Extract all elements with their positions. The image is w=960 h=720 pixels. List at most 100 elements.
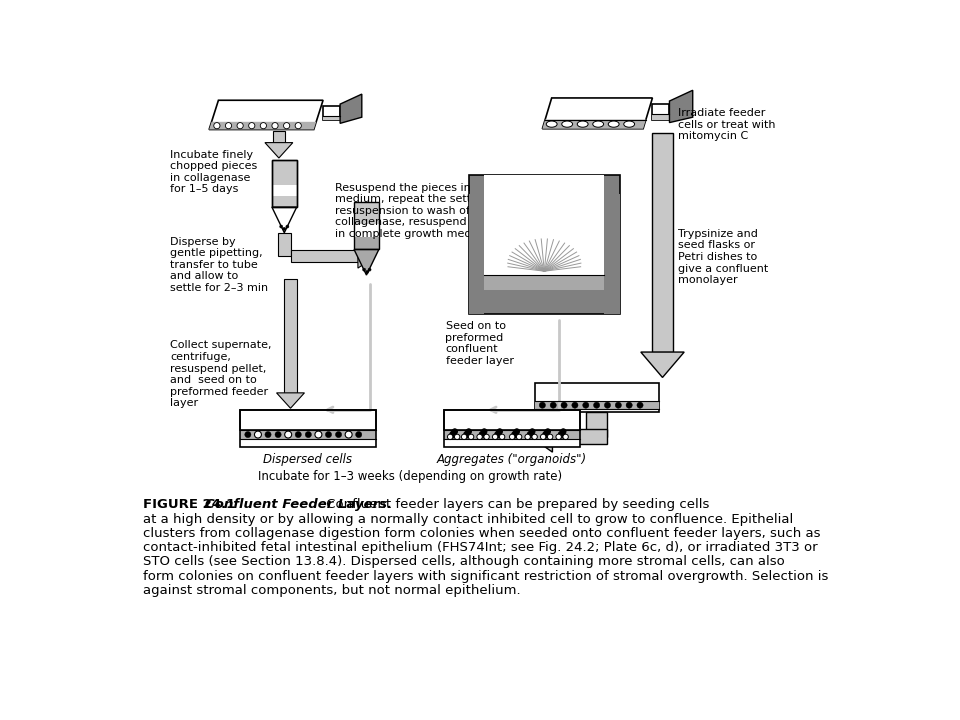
- Circle shape: [545, 429, 550, 434]
- Circle shape: [615, 402, 621, 408]
- Ellipse shape: [577, 121, 588, 127]
- Circle shape: [272, 122, 278, 129]
- Bar: [653, 114, 669, 120]
- Bar: [240, 410, 375, 430]
- Circle shape: [454, 434, 460, 440]
- Bar: [354, 237, 379, 249]
- Circle shape: [366, 271, 369, 274]
- Circle shape: [583, 402, 588, 408]
- Ellipse shape: [592, 121, 604, 127]
- Circle shape: [497, 429, 502, 434]
- Circle shape: [283, 122, 290, 129]
- Circle shape: [636, 402, 643, 408]
- Circle shape: [532, 434, 538, 440]
- Circle shape: [494, 431, 502, 438]
- Circle shape: [550, 402, 557, 408]
- Polygon shape: [278, 233, 291, 256]
- Circle shape: [450, 431, 457, 438]
- Bar: [272, 160, 297, 187]
- Text: FIGURE 24.1: FIGURE 24.1: [143, 498, 240, 511]
- Circle shape: [510, 434, 515, 440]
- Circle shape: [315, 431, 322, 438]
- Polygon shape: [272, 207, 297, 233]
- Circle shape: [499, 434, 505, 440]
- Circle shape: [355, 431, 362, 438]
- Circle shape: [325, 431, 331, 438]
- Circle shape: [626, 402, 633, 408]
- Text: contact-inhibited fetal intestinal epithelium (FHS74Int; see Fig. 24.2; Plate 6c: contact-inhibited fetal intestinal epith…: [143, 541, 818, 554]
- Text: Disperse by
gentle pipetting,
transfer to tube
and allow to
settle for 2–3 min: Disperse by gentle pipetting, transfer t…: [170, 237, 269, 293]
- Circle shape: [462, 434, 467, 440]
- Text: at a high density or by allowing a normally contact inhibited cell to grow to co: at a high density or by allowing a norma…: [143, 513, 794, 526]
- Circle shape: [214, 122, 220, 129]
- Circle shape: [464, 431, 470, 438]
- Bar: [240, 439, 375, 446]
- Circle shape: [516, 434, 522, 440]
- Bar: [444, 410, 580, 430]
- Circle shape: [479, 431, 486, 438]
- Bar: [272, 196, 297, 207]
- Circle shape: [275, 431, 281, 438]
- Circle shape: [363, 268, 366, 271]
- Bar: [272, 160, 297, 207]
- Text: against stromal components, but not normal epithelium.: against stromal components, but not norm…: [143, 584, 521, 597]
- Polygon shape: [276, 393, 304, 408]
- Ellipse shape: [624, 121, 635, 127]
- Circle shape: [285, 431, 292, 438]
- Bar: [468, 175, 620, 313]
- Text: Confluent Feeder Layers.: Confluent Feeder Layers.: [205, 498, 393, 511]
- Bar: [444, 430, 580, 439]
- Circle shape: [249, 122, 254, 129]
- Polygon shape: [265, 143, 293, 158]
- Circle shape: [512, 431, 518, 438]
- Bar: [240, 410, 375, 430]
- Circle shape: [295, 122, 301, 129]
- Circle shape: [563, 434, 568, 440]
- Circle shape: [556, 434, 562, 440]
- Bar: [240, 410, 375, 446]
- Bar: [484, 175, 605, 275]
- Bar: [324, 116, 340, 120]
- Bar: [535, 383, 659, 412]
- Polygon shape: [209, 122, 316, 130]
- Circle shape: [484, 434, 490, 440]
- Circle shape: [525, 434, 530, 440]
- Text: Irradiate feeder
cells or treat with
mitomycin C: Irradiate feeder cells or treat with mit…: [678, 108, 776, 141]
- Circle shape: [254, 431, 261, 438]
- Circle shape: [540, 402, 545, 408]
- Circle shape: [468, 434, 474, 440]
- Circle shape: [547, 434, 553, 440]
- Bar: [324, 107, 340, 120]
- Circle shape: [605, 402, 611, 408]
- Circle shape: [260, 122, 267, 129]
- Circle shape: [346, 431, 352, 438]
- Bar: [354, 202, 379, 224]
- Ellipse shape: [546, 121, 557, 127]
- Circle shape: [265, 431, 271, 438]
- Text: Incubate finely
chopped pieces
in collagenase
for 1–5 days: Incubate finely chopped pieces in collag…: [170, 150, 257, 194]
- Polygon shape: [284, 279, 297, 393]
- Polygon shape: [552, 429, 608, 444]
- Circle shape: [279, 225, 283, 228]
- Bar: [444, 410, 580, 446]
- Circle shape: [527, 431, 534, 438]
- Circle shape: [482, 429, 487, 434]
- Circle shape: [283, 228, 286, 230]
- Ellipse shape: [609, 121, 619, 127]
- Text: Trypsinize and
seed flasks or
Petri dishes to
give a confluent
monolayer: Trypsinize and seed flasks or Petri dish…: [678, 229, 768, 285]
- Circle shape: [305, 431, 311, 438]
- Polygon shape: [542, 98, 653, 129]
- Text: clusters from collagenase digestion form colonies when seeded onto confluent fee: clusters from collagenase digestion form…: [143, 527, 821, 540]
- Bar: [444, 439, 580, 446]
- Text: Confluent feeder layers can be prepared by seeding cells: Confluent feeder layers can be prepared …: [322, 498, 708, 511]
- Text: STO cells (see Section 13.8.4). Dispersed cells, although containing more stroma: STO cells (see Section 13.8.4). Disperse…: [143, 555, 785, 568]
- Circle shape: [561, 429, 566, 434]
- Text: Collect supernate,
centrifuge,
resuspend pellet,
and  seed on to
preformed feede: Collect supernate, centrifuge, resuspend…: [170, 341, 272, 408]
- Circle shape: [559, 431, 565, 438]
- Text: Aggregates ("organoids"): Aggregates ("organoids"): [437, 453, 587, 466]
- Polygon shape: [291, 250, 358, 262]
- Text: Dispersed cells: Dispersed cells: [263, 453, 352, 466]
- Circle shape: [368, 268, 372, 271]
- Circle shape: [593, 402, 600, 408]
- Bar: [354, 224, 379, 237]
